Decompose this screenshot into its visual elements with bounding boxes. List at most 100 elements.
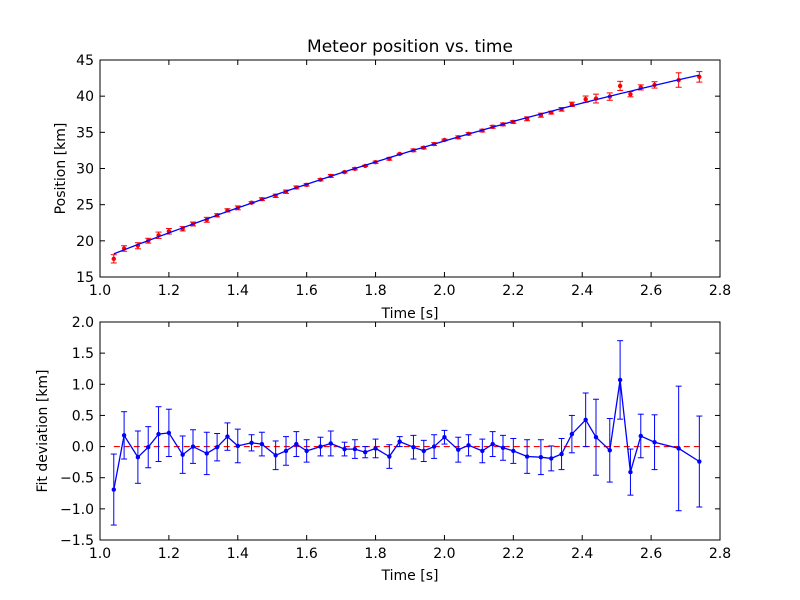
deviation-x-tick-label: 2.2 bbox=[502, 546, 524, 562]
deviation-point bbox=[259, 441, 265, 447]
position-y-tick-label: 30 bbox=[76, 162, 94, 178]
position-y-tick-label: 25 bbox=[76, 198, 94, 214]
deviation-point bbox=[569, 431, 575, 437]
deviation-point bbox=[397, 439, 402, 444]
deviation-point bbox=[135, 454, 141, 460]
deviation-y-tick-label: −1.0 bbox=[60, 502, 94, 518]
deviation-point bbox=[490, 441, 495, 447]
position-x-axis-label: Time [s] bbox=[381, 306, 439, 322]
measurement-point bbox=[583, 96, 588, 102]
deviation-y-tick-label: 1.5 bbox=[72, 346, 94, 362]
deviation-point bbox=[538, 454, 544, 460]
position-x-tick-label: 1.2 bbox=[158, 283, 180, 299]
position-x-tick-label: 2.6 bbox=[640, 283, 662, 299]
measurement-point bbox=[111, 256, 116, 262]
deviation-point bbox=[318, 444, 323, 449]
deviation-point bbox=[456, 447, 461, 452]
position-y-tick-label: 40 bbox=[76, 89, 94, 105]
deviation-x-tick-label: 1.8 bbox=[364, 546, 386, 562]
deviation-point bbox=[214, 444, 220, 450]
fit-line bbox=[113, 74, 700, 255]
deviation-point bbox=[283, 448, 289, 454]
deviation-point bbox=[593, 435, 599, 440]
deviation-y-tick-label: 2.0 bbox=[72, 315, 94, 331]
deviation-point bbox=[121, 433, 127, 438]
position-x-tick-label: 2.4 bbox=[571, 283, 593, 299]
position-x-tick-label: 1.0 bbox=[89, 283, 111, 299]
deviation-x-tick-label: 2.4 bbox=[571, 546, 593, 562]
deviation-point bbox=[617, 377, 623, 383]
deviation-y-tick-label: −1.5 bbox=[60, 533, 94, 549]
deviation-point bbox=[549, 456, 554, 461]
deviation-point bbox=[583, 417, 588, 422]
deviation-point bbox=[421, 448, 426, 454]
deviation-x-tick-label: 2.6 bbox=[640, 546, 662, 562]
deviation-point bbox=[559, 451, 564, 457]
deviation-y-tick-label: 0.0 bbox=[72, 440, 94, 456]
deviation-point bbox=[524, 454, 530, 459]
deviation-point bbox=[697, 459, 702, 464]
deviation-point bbox=[442, 435, 447, 440]
deviation-x-axis-label: Time [s] bbox=[381, 568, 439, 584]
measurement-point bbox=[617, 83, 623, 89]
position-y-tick-label: 20 bbox=[76, 234, 94, 250]
deviation-point bbox=[500, 445, 506, 451]
deviation-x-tick-label: 1.4 bbox=[227, 546, 249, 562]
deviation-point bbox=[638, 433, 643, 439]
deviation-x-tick-label: 1.2 bbox=[158, 546, 180, 562]
deviation-point bbox=[111, 487, 116, 492]
deviation-plot-area bbox=[110, 340, 703, 526]
position-ticks: 1.0 1.2 1.4 1.6 1.8 2.0 2.2 2.4 2.6 2.8 15 20 25 30 35… bbox=[76, 53, 731, 299]
chart-title: Meteor position vs. time bbox=[307, 37, 513, 57]
deviation-point bbox=[387, 454, 392, 459]
measurement-point bbox=[628, 91, 633, 97]
deviation-point bbox=[294, 441, 299, 447]
deviation-point bbox=[328, 441, 333, 446]
deviation-point bbox=[249, 440, 254, 446]
position-x-tick-label: 1.4 bbox=[227, 283, 249, 299]
deviation-point bbox=[235, 443, 240, 449]
deviation-x-tick-label: 1.6 bbox=[296, 546, 318, 562]
position-x-tick-label: 1.8 bbox=[364, 283, 386, 299]
deviation-point bbox=[352, 446, 358, 452]
deviation-point bbox=[652, 440, 657, 445]
deviation-point bbox=[225, 434, 230, 439]
position-y-tick-label: 15 bbox=[76, 270, 94, 286]
deviation-point bbox=[480, 448, 485, 454]
deviation-point bbox=[431, 444, 437, 449]
position-y-axis-label: Position [km] bbox=[53, 123, 69, 215]
deviation-x-tick-label: 1.0 bbox=[89, 546, 111, 562]
deviation-y-tick-label: 1.0 bbox=[72, 377, 94, 393]
position-x-tick-label: 1.6 bbox=[296, 283, 318, 299]
deviation-point bbox=[304, 448, 309, 454]
deviation-axes-frame bbox=[99, 321, 721, 541]
deviation-point bbox=[466, 443, 471, 448]
deviation-x-tick-label: 2.0 bbox=[433, 546, 455, 562]
deviation-y-tick-label: 0.5 bbox=[72, 408, 94, 424]
deviation-ticks: 1.0 1.2 1.4 1.6 1.8 2.0 2.2 2.4 2.6 2.8 −1.5 −1.0 −0… bbox=[60, 315, 731, 562]
position-chart: Meteor position vs. time 1.0 1.2 1.4 1.6 1.8… bbox=[53, 37, 731, 322]
deviation-point bbox=[166, 430, 172, 436]
position-x-tick-label: 2.8 bbox=[709, 283, 731, 299]
deviation-point bbox=[373, 446, 378, 451]
position-y-tick-label: 45 bbox=[76, 53, 94, 69]
deviation-point bbox=[676, 446, 681, 451]
position-x-tick-label: 2.0 bbox=[433, 283, 455, 299]
deviation-point bbox=[273, 453, 278, 458]
position-x-tick-label: 2.2 bbox=[502, 283, 524, 299]
deviation-point bbox=[190, 444, 196, 449]
deviation-point bbox=[180, 452, 185, 457]
deviation-y-axis-label: Fit deviation [km] bbox=[35, 369, 51, 492]
deviation-point bbox=[204, 451, 209, 456]
deviation-point bbox=[363, 449, 368, 455]
deviation-chart: 1.0 1.2 1.4 1.6 1.8 2.0 2.2 2.4 2.6 2.8 −1.5 −1.0 −0… bbox=[35, 315, 731, 584]
deviation-point bbox=[342, 446, 347, 452]
position-plot-area bbox=[110, 71, 703, 264]
deviation-point bbox=[628, 469, 633, 475]
deviation-x-tick-label: 2.8 bbox=[709, 546, 731, 562]
deviation-point bbox=[607, 448, 612, 453]
deviation-point bbox=[511, 448, 516, 454]
deviation-y-tick-label: −0.5 bbox=[60, 471, 94, 487]
